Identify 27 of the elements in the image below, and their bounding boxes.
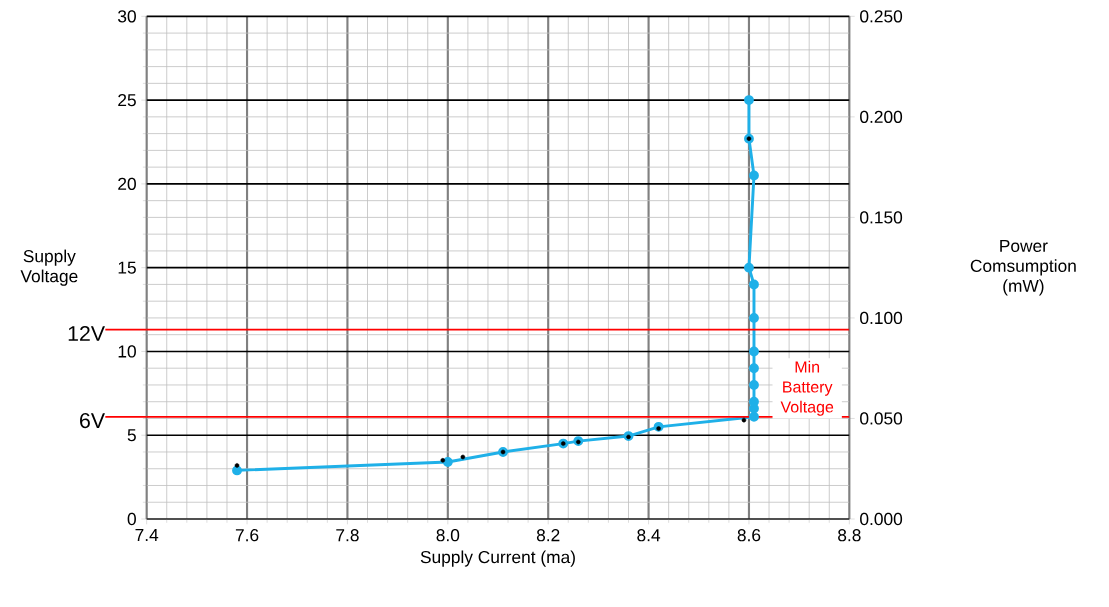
- y-axis-title: Supply Voltage: [20, 249, 78, 286]
- x-tick-label: 8.8: [838, 529, 861, 542]
- x-tick-label: 8.2: [536, 529, 560, 542]
- x-tick-label: 7.8: [336, 529, 359, 542]
- ref-line-label: 6V: [80, 413, 105, 429]
- annotation: Min Battery Voltage: [780, 360, 834, 416]
- x-axis-title: Supply Current (ma): [420, 550, 575, 567]
- y-tick-label: 30: [118, 10, 136, 23]
- y2-tick-label: 0.150: [860, 211, 903, 224]
- y-tick-label: 0: [127, 512, 136, 526]
- x-tick-label: 8.6: [737, 529, 761, 542]
- y2-tick-label: 0.050: [860, 412, 903, 425]
- y2-tick-label: 0.000: [860, 512, 903, 526]
- y2-tick-label: 0.100: [860, 311, 903, 325]
- y2-tick-label: 0.200: [860, 110, 903, 123]
- y2-tick-label: 0.250: [860, 10, 903, 23]
- y-tick-label: 25: [118, 93, 136, 107]
- x-tick-label: 7.6: [235, 529, 259, 542]
- y-tick-label: 15: [118, 261, 136, 274]
- y-tick-label: 5: [127, 429, 136, 442]
- x-tick-label: 8.0: [436, 529, 460, 542]
- x-tick-label: 7.4: [135, 529, 159, 541]
- y-tick-label: 20: [118, 177, 136, 191]
- y2-axis-title: Power Comsumption (mW): [970, 239, 1076, 296]
- x-tick-label: 8.4: [637, 529, 661, 542]
- y-tick-label: 10: [118, 345, 136, 358]
- ref-line-label: 12V: [68, 325, 105, 341]
